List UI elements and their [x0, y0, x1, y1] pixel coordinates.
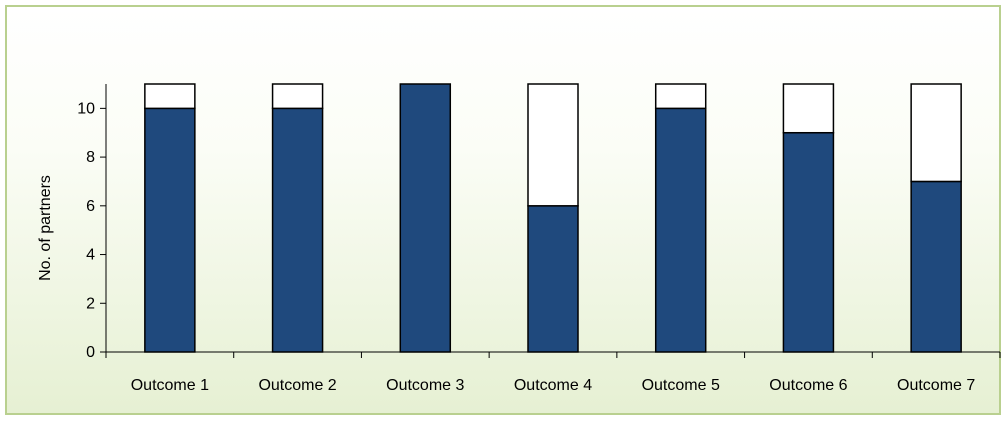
y-tick-label: 2 — [86, 295, 95, 312]
y-tick-label: 4 — [86, 247, 95, 264]
x-tick-label: Outcome 3 — [386, 377, 464, 394]
bar-segment-2-outcome-7 — [910, 83, 962, 183]
bar-segment-1-outcome-6 — [782, 131, 835, 353]
y-axis-title: No. of partners — [37, 175, 54, 281]
y-axis: 0 2 4 6 8 10 — [77, 84, 107, 361]
bar-segment-1-outcome-5 — [654, 107, 707, 353]
bar-segment-1-outcome-2 — [271, 107, 324, 353]
x-tick-label: Outcome 2 — [258, 377, 336, 394]
x-tick-label: Outcome 6 — [769, 377, 847, 394]
x-tick-label: Outcome 4 — [514, 377, 592, 394]
bar-segment-1-outcome-4 — [527, 205, 579, 353]
x-axis: Outcome 1 Outcome 2 Outcome 3 Outcome 4 Outc… — [105, 351, 1001, 394]
y-tick-label: 6 — [86, 198, 95, 215]
x-tick-label: Outcome 7 — [897, 377, 975, 394]
y-tick-label: 8 — [86, 149, 95, 166]
y-tick-label: 0 — [86, 344, 95, 361]
bar-segment-2-outcome-6 — [782, 83, 835, 134]
bar-segment-2-outcome-4 — [527, 83, 579, 207]
bar-segment-2-outcome-5 — [654, 83, 707, 110]
bar-segment-2-outcome-1 — [144, 83, 196, 110]
bar-segment-1-outcome-7 — [910, 180, 962, 353]
x-tick-label: Outcome 1 — [131, 377, 209, 394]
y-tick-label: 10 — [77, 100, 95, 117]
bar-segment-1-outcome-1 — [144, 107, 196, 353]
bars — [144, 83, 962, 353]
bar-segment-2-outcome-2 — [271, 83, 324, 110]
bar-segment-1-outcome-3 — [399, 83, 452, 353]
x-tick-label: Outcome 5 — [642, 377, 720, 394]
